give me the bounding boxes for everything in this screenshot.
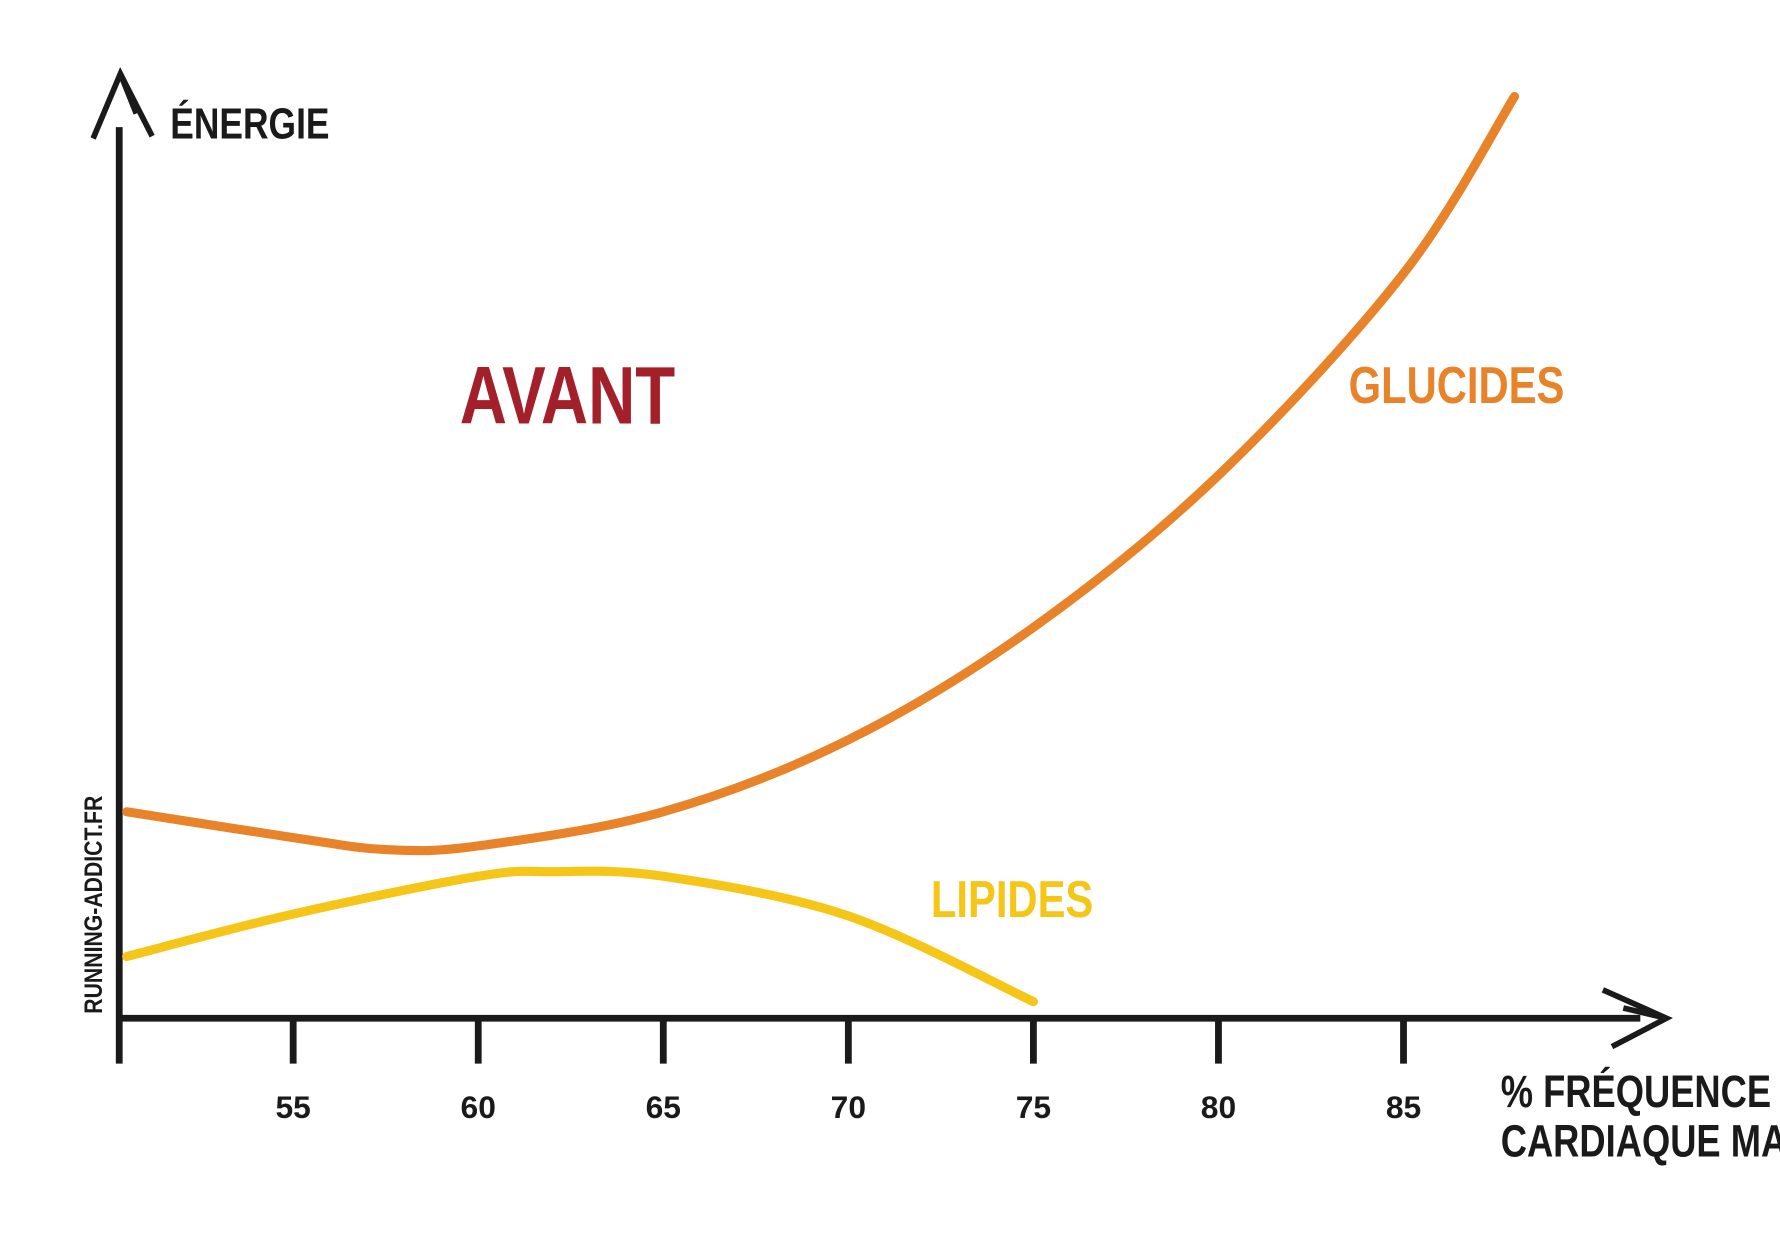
x-axis-arrow [1601, 987, 1673, 1050]
series-label: LIPIDES [931, 871, 1093, 930]
x-tick-label: 85 [1386, 1089, 1421, 1125]
x-axis-label: % FRÉQUENCE [1501, 1066, 1771, 1117]
chart-title: AVANT [460, 349, 675, 441]
x-tick-label: 70 [831, 1089, 866, 1125]
series-label: GLUCIDES [1349, 357, 1565, 416]
x-tick-label: 65 [646, 1089, 681, 1125]
y-axis-arrow [90, 67, 155, 140]
y-axis-label: ÉNERGIE [170, 100, 329, 148]
series-line [122, 866, 1038, 1007]
x-tick-label: 60 [461, 1089, 496, 1125]
x-tick-label: 55 [276, 1089, 311, 1125]
x-tick-label: 75 [1016, 1089, 1051, 1125]
series-line [122, 91, 1520, 856]
watermark: RUNNING-ADDICT.FR [80, 795, 108, 1013]
x-axis-label: CARDIAQUE MAX [1501, 1116, 1780, 1167]
x-tick-label: 80 [1201, 1089, 1236, 1125]
